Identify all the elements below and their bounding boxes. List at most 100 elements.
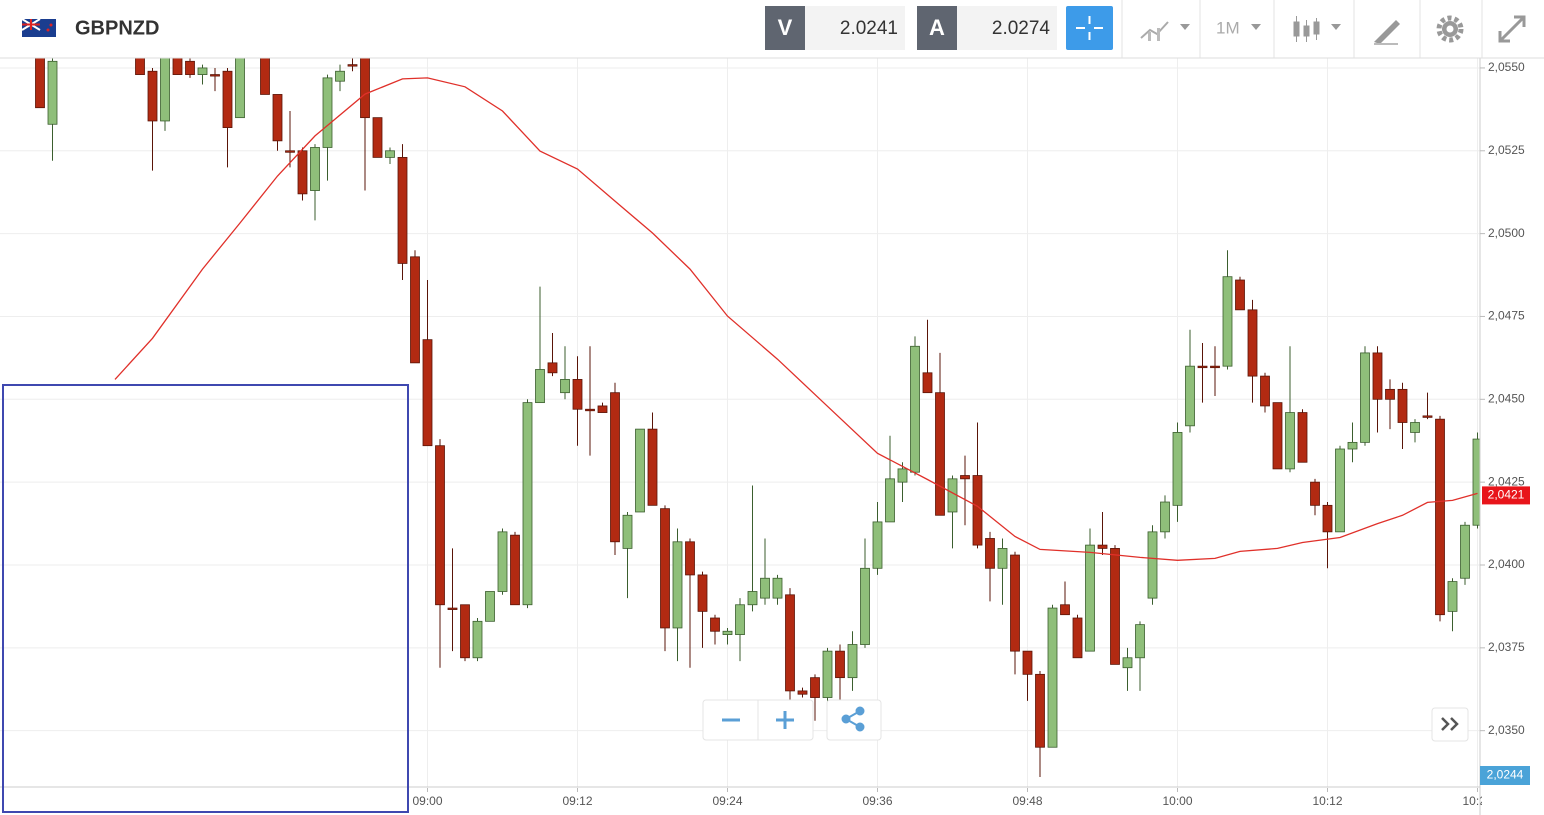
candle-body (722, 630, 733, 635)
candle-body (360, 58, 370, 119)
share-button[interactable] (826, 699, 882, 741)
candle-body (797, 690, 808, 695)
moving-average-line (114, 77, 1478, 561)
candle-body (935, 392, 945, 516)
x-tick-label: 09:12 (562, 794, 592, 808)
candle-body (560, 379, 570, 394)
buy-label[interactable]: A (929, 15, 945, 40)
candle-body (497, 531, 508, 592)
candle-body (1172, 432, 1183, 506)
buy-button[interactable] (917, 6, 957, 50)
candle-body (1072, 617, 1083, 659)
x-tick-label: 10:12 (1312, 794, 1342, 808)
candle-body (985, 538, 995, 569)
candle-body (1035, 673, 1045, 748)
candle-body (1322, 504, 1333, 533)
x-tick-label: 10:24 (1462, 794, 1492, 808)
x-tick-label: 09:00 (412, 794, 442, 808)
candle-body (372, 117, 383, 158)
candle-body (335, 70, 345, 82)
bid-price-tag (1480, 766, 1530, 785)
candle-body (1310, 481, 1320, 506)
candle-body (572, 379, 583, 410)
candle-body (1260, 375, 1270, 407)
candle-body (1422, 415, 1433, 418)
candle-body (1247, 309, 1258, 377)
drawing-tools-button[interactable] (1374, 20, 1400, 45)
candle-body (422, 339, 433, 447)
candle-body (610, 392, 620, 543)
y-tick-label: 2,0500 (1488, 226, 1525, 240)
candle-body (535, 369, 545, 404)
flag-icon (21, 18, 56, 37)
scroll-latest-button[interactable] (1431, 707, 1469, 742)
candle-body (1385, 388, 1395, 400)
sell-price-box[interactable] (805, 6, 905, 50)
candle-body (1460, 524, 1470, 579)
candle-body (772, 577, 783, 599)
candle-body (347, 64, 358, 67)
candle-body (1047, 607, 1058, 748)
zoom-in-button[interactable] (776, 711, 794, 729)
toolbar-separators (1121, 0, 1483, 58)
x-tick-label: 10:00 (1162, 794, 1192, 808)
candle-body (710, 617, 720, 632)
candle-body (697, 574, 708, 612)
candle-body (485, 591, 495, 622)
candle-body (272, 94, 283, 142)
candle-body (822, 650, 833, 698)
candle-body (222, 70, 233, 128)
y-tick-label: 2,0475 (1488, 309, 1525, 323)
candle-body (635, 428, 645, 513)
sell-price[interactable]: 2.0241 (840, 18, 898, 39)
candle-body (1397, 388, 1408, 423)
candle-style-button[interactable] (1293, 16, 1341, 42)
candle-body (1010, 554, 1020, 652)
candle-body (510, 534, 520, 606)
candle-body (1372, 352, 1383, 400)
sell-button[interactable] (765, 6, 805, 50)
candle-body (410, 256, 420, 364)
candle-body (147, 70, 158, 122)
candle-body (1160, 501, 1170, 533)
candle-body (1272, 402, 1283, 470)
zoom-selection-box (2, 384, 409, 813)
y-tick-label: 2,0525 (1488, 143, 1525, 157)
candle-body (35, 58, 45, 109)
candle-body (1197, 365, 1208, 369)
candle-body (322, 77, 333, 148)
buy-price-box[interactable] (957, 6, 1057, 50)
candle-body (185, 60, 195, 75)
bid-price-label: 2,0244 (1487, 768, 1524, 782)
candle-body (447, 607, 458, 610)
candle-body (210, 74, 220, 77)
chart-type-button[interactable] (1140, 21, 1190, 41)
candle-body (847, 644, 858, 679)
timeframe-button[interactable]: 1M (1216, 18, 1240, 37)
candle-body (472, 620, 483, 659)
candle-body (872, 521, 883, 569)
settings-button[interactable] (1436, 15, 1464, 43)
candle-body (885, 478, 895, 523)
crosshair-button[interactable] (1066, 6, 1113, 50)
candle-body (897, 468, 908, 483)
candle-body (1185, 365, 1195, 427)
x-tick-label: 09:36 (862, 794, 892, 808)
sell-label[interactable]: V (778, 15, 793, 40)
candle-body (1472, 438, 1480, 526)
candle-body (310, 147, 320, 191)
candle-body (835, 650, 845, 679)
candle-body (260, 58, 270, 95)
candle-body (997, 548, 1008, 569)
buy-price[interactable]: 2.0274 (992, 18, 1051, 39)
candle-body (597, 405, 608, 413)
candle-body (922, 372, 933, 394)
fullscreen-button[interactable] (1498, 15, 1526, 43)
candle-body (1285, 412, 1295, 470)
candle-body (197, 67, 208, 75)
candle-body (172, 58, 183, 75)
candle-body (1097, 544, 1108, 549)
candle-body (435, 445, 445, 606)
candle-body (910, 345, 920, 473)
candle-body (1147, 531, 1158, 599)
